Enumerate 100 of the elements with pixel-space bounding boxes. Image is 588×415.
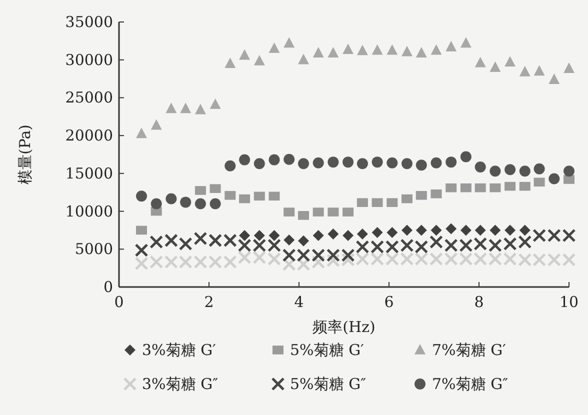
point — [356, 44, 368, 56]
point — [385, 240, 399, 254]
point — [150, 255, 164, 269]
point — [430, 224, 442, 236]
point — [430, 44, 442, 55]
point — [342, 156, 354, 168]
point — [416, 160, 427, 171]
point — [547, 228, 561, 242]
point — [416, 190, 427, 200]
point — [402, 158, 412, 170]
point — [503, 237, 517, 251]
point — [490, 166, 501, 177]
point — [430, 235, 443, 249]
point — [134, 244, 148, 258]
point — [372, 198, 383, 207]
point — [239, 194, 250, 204]
point — [504, 56, 516, 67]
point — [490, 61, 501, 72]
point — [386, 44, 398, 55]
point — [178, 237, 192, 251]
y-tick-label: 25000 — [65, 88, 113, 107]
point — [372, 156, 383, 168]
point — [460, 151, 472, 162]
y-tick-label: 0 — [103, 278, 113, 296]
point — [341, 248, 355, 262]
legend-label: 3%菊糖 G″ — [142, 375, 219, 393]
point — [284, 208, 295, 216]
point — [490, 224, 501, 236]
point — [312, 157, 324, 168]
point — [312, 46, 324, 58]
point — [210, 198, 221, 210]
point — [298, 235, 309, 246]
point — [238, 250, 252, 264]
point — [223, 234, 237, 248]
y-tick-label: 35000 — [65, 13, 113, 31]
point — [180, 196, 192, 208]
point — [534, 163, 545, 174]
point — [459, 252, 473, 266]
point — [519, 166, 530, 177]
point — [254, 192, 265, 201]
point — [534, 178, 545, 187]
point — [446, 40, 457, 52]
point — [459, 238, 473, 252]
point — [488, 238, 502, 252]
point — [356, 158, 368, 170]
point — [326, 248, 340, 262]
point — [356, 240, 370, 254]
point — [444, 238, 458, 252]
point — [372, 44, 383, 55]
point — [519, 224, 530, 236]
x-tick-label: 6 — [384, 293, 394, 311]
y-tick-label: 15000 — [65, 164, 113, 182]
y-axis-title: 模量(Pa) — [16, 124, 34, 185]
point — [166, 193, 177, 204]
point — [268, 154, 280, 166]
point — [342, 208, 354, 216]
point — [284, 234, 295, 246]
point — [254, 230, 265, 242]
point — [474, 237, 488, 251]
point — [238, 238, 252, 252]
x-tick-label: 8 — [474, 293, 484, 311]
point — [224, 190, 236, 200]
point — [474, 252, 488, 266]
point — [164, 255, 178, 269]
point — [446, 223, 457, 234]
point — [519, 66, 530, 76]
point — [180, 102, 192, 114]
point — [547, 252, 561, 266]
point — [503, 252, 517, 266]
point — [298, 54, 309, 64]
point — [328, 46, 339, 58]
point — [444, 252, 458, 266]
point — [460, 224, 472, 236]
point — [446, 156, 457, 168]
point — [386, 198, 398, 207]
point — [178, 255, 192, 269]
point — [518, 235, 532, 249]
point — [402, 194, 412, 204]
point — [328, 228, 339, 240]
point — [210, 98, 221, 109]
x-tick-label: 2 — [204, 293, 214, 311]
point — [136, 190, 147, 202]
point — [386, 157, 398, 168]
point — [210, 184, 221, 193]
y-tick-label: 30000 — [65, 50, 113, 69]
point — [356, 198, 368, 207]
point — [474, 161, 486, 172]
point — [548, 73, 560, 84]
point — [284, 37, 295, 48]
point — [268, 252, 281, 266]
point — [296, 248, 310, 262]
point — [166, 102, 177, 114]
point — [564, 166, 574, 177]
point — [342, 230, 354, 242]
point — [416, 46, 427, 58]
point — [252, 238, 266, 252]
point — [372, 226, 383, 238]
point — [150, 119, 162, 130]
point — [252, 250, 266, 264]
point — [532, 228, 546, 242]
